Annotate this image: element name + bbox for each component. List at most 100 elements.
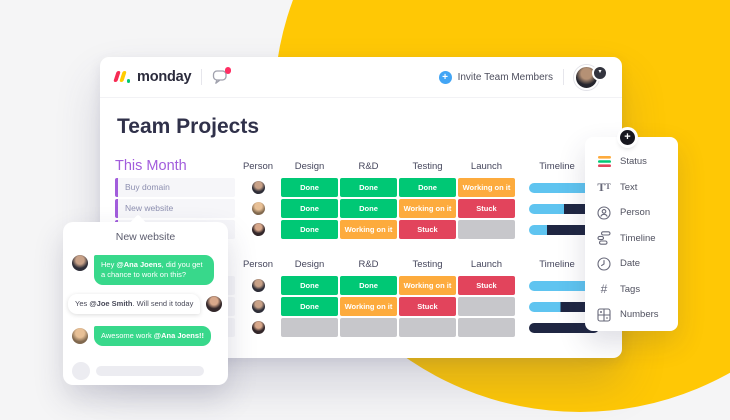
chat-message: Awesome work @Ana Joens!! [72, 326, 212, 346]
numbers-icon [597, 308, 611, 322]
person-avatar[interactable] [251, 202, 265, 215]
timeline-bar[interactable] [529, 203, 599, 214]
page-title: Team Projects [117, 115, 260, 138]
status-cell[interactable] [399, 318, 456, 337]
status-cell[interactable] [281, 318, 338, 337]
status-cell[interactable]: Done [281, 220, 338, 239]
column-header-testing: Testing [412, 160, 443, 172]
column-header-timeline: Timeline [539, 160, 575, 172]
column-header-design: Design [294, 258, 325, 270]
column-header-launch: Launch [470, 160, 503, 172]
monday-logo[interactable]: monday [113, 69, 192, 85]
plus-icon: + [438, 70, 452, 84]
person-avatar[interactable] [251, 300, 265, 313]
menu-item-person[interactable]: Person [585, 200, 678, 226]
column-header-testing: Testing [412, 258, 443, 270]
status-cell[interactable] [458, 297, 515, 316]
timeline-bar[interactable] [529, 182, 599, 193]
table-row[interactable]: New website Done Done Working on it Stuc… [115, 199, 607, 218]
mention: @Joe Smith [89, 299, 133, 308]
notification-dot [224, 67, 232, 74]
divider [563, 69, 564, 85]
status-cell[interactable] [340, 318, 397, 337]
person-icon [597, 206, 611, 220]
timeline-bar[interactable] [529, 322, 599, 333]
status-cell[interactable]: Done [281, 199, 338, 218]
timeline-bar[interactable] [529, 280, 599, 291]
status-cell[interactable]: Stuck [399, 220, 456, 239]
date-icon [597, 257, 611, 271]
invite-label: Invite Team Members [457, 71, 553, 83]
status-cell[interactable]: Done [340, 199, 397, 218]
speech-bubble-icon [213, 70, 228, 84]
row-label[interactable]: Buy domain [115, 178, 235, 197]
chat-title: New website [115, 231, 176, 243]
column-header-rd: R&D [358, 258, 379, 270]
menu-item-timeline[interactable]: Timeline [585, 226, 678, 252]
status-cell[interactable]: Stuck [399, 297, 456, 316]
invite-team-members-button[interactable]: + Invite Team Members [438, 70, 553, 84]
status-cell[interactable]: Stuck [458, 199, 515, 218]
menu-item-tags[interactable]: # Tags [585, 277, 678, 303]
row-label[interactable]: New website [115, 199, 235, 218]
divider [201, 69, 203, 85]
status-cell[interactable]: Working on it [399, 199, 456, 218]
status-cell[interactable] [458, 318, 515, 337]
menu-item-status[interactable]: Status [585, 149, 678, 175]
status-cell[interactable]: Done [281, 276, 338, 295]
group-2-header: Person Design R&D Testing Launch Timelin… [115, 256, 607, 272]
column-header-launch: Launch [470, 258, 503, 270]
status-cell[interactable]: Done [281, 178, 338, 197]
person-avatar[interactable] [251, 223, 265, 236]
status-cell[interactable]: Stuck [458, 276, 515, 295]
table-row[interactable]: Buy domain Done Done Done Working on it [115, 178, 607, 197]
column-header-person: Person [242, 160, 274, 172]
menu-item-date[interactable]: Date [585, 251, 678, 277]
board-group-1: This Month Person Design R&D Testing Lau… [115, 158, 607, 239]
status-cell[interactable]: Done [281, 297, 338, 316]
person-avatar[interactable] [251, 321, 265, 334]
chat-bubble: Yes @Joe Smith. Will send it today [68, 294, 201, 314]
chat-bubble: Awesome work @Ana Joens!! [94, 326, 212, 346]
notifications-button[interactable] [212, 67, 232, 85]
status-icon [597, 155, 611, 169]
avatar [72, 328, 88, 344]
status-cell[interactable]: Working on it [458, 178, 515, 197]
brand-name: monday [137, 69, 192, 85]
monday-logo-mark-icon [113, 71, 131, 83]
mention: @Ana Joens [116, 260, 162, 269]
status-cell[interactable]: Working on it [399, 276, 456, 295]
status-cell[interactable]: Done [340, 178, 397, 197]
add-column-button[interactable]: + [620, 130, 635, 145]
chat-bubble: Hey @Ana Joens, did you get a chance to … [94, 255, 214, 285]
group-1-header: This Month Person Design R&D Testing Lau… [115, 158, 607, 174]
status-cell[interactable] [458, 220, 515, 239]
timeline-icon [597, 231, 611, 246]
status-cell[interactable]: Working on it [340, 220, 397, 239]
group-title[interactable]: This Month [115, 158, 187, 174]
chat-message: Yes @Joe Smith. Will send it today [68, 294, 223, 314]
menu-item-numbers[interactable]: Numbers [585, 302, 678, 328]
chat-input-placeholder[interactable] [96, 366, 204, 376]
timeline-bar[interactable] [529, 224, 599, 235]
avatar [206, 296, 223, 312]
column-header-person: Person [242, 258, 274, 270]
status-cell[interactable]: Working on it [340, 297, 397, 316]
person-avatar[interactable] [251, 279, 265, 292]
account-menu[interactable]: ▾ [574, 64, 608, 90]
mention: @Ana Joens!! [153, 331, 205, 340]
column-header-design: Design [294, 160, 325, 172]
board-group-2: Person Design R&D Testing Launch Timelin… [115, 256, 607, 337]
chat-message: Hey @Ana Joens, did you get a chance to … [72, 255, 214, 285]
top-bar: monday + Invite Team Members ▾ [100, 57, 622, 98]
chat-input-avatar-placeholder [72, 362, 90, 380]
status-cell[interactable]: Done [399, 178, 456, 197]
app-window: monday + Invite Team Members ▾ Team Pr [100, 57, 622, 358]
timeline-bar[interactable] [529, 301, 599, 312]
person-avatar[interactable] [251, 181, 265, 194]
status-cell[interactable]: Done [340, 276, 397, 295]
